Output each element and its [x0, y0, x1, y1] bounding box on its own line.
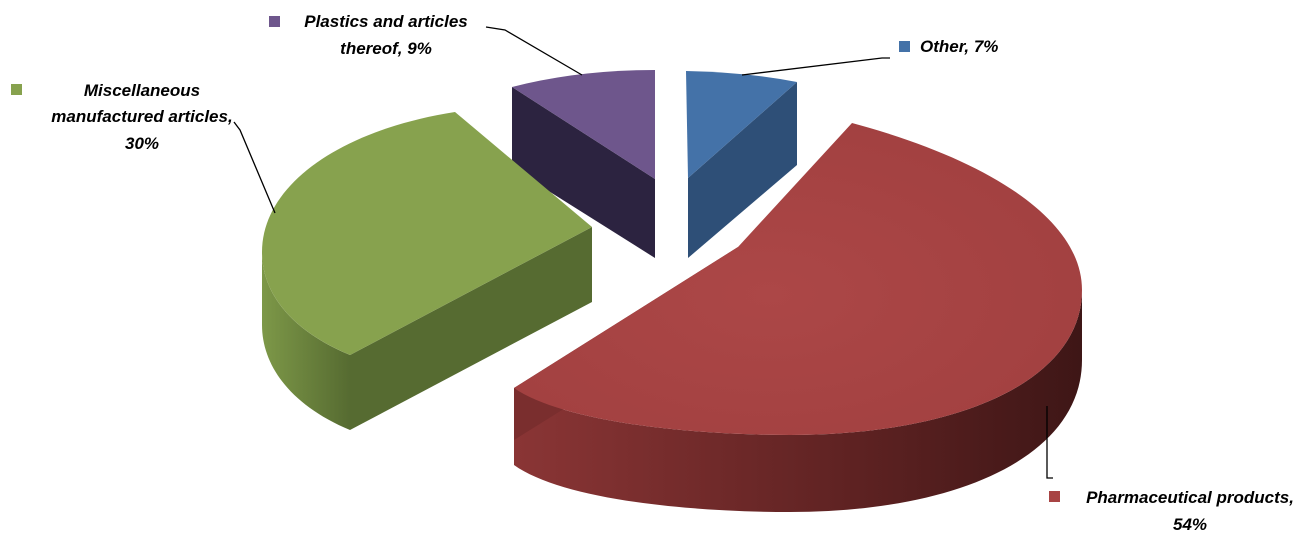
data-label-misc-line1: Miscellaneous: [84, 81, 200, 100]
data-label-plastics: Plastics and articles thereof, 9%: [269, 12, 468, 58]
data-label-pharma: Pharmaceutical products, 54%: [1049, 488, 1294, 534]
legend-swatch-pharma: [1049, 491, 1060, 502]
leader-line-misc: [233, 121, 276, 214]
data-label-misc-line3: 30%: [125, 134, 159, 153]
pie-slice-misc-side-inner: [350, 227, 592, 430]
leader-line-pharma: [1046, 406, 1053, 479]
data-label-pharma-line2: 54%: [1173, 515, 1207, 534]
data-label-other: Other, 7%: [899, 37, 998, 56]
leader-line-other: [741, 57, 890, 76]
data-label-misc: Miscellaneous manufactured articles, 30%: [11, 81, 233, 153]
legend-swatch-plastics: [269, 16, 280, 27]
pie-slice-pharma-side-front: [514, 290, 1082, 512]
pie-slice-plastics: [512, 70, 655, 258]
data-label-other-line1: Other, 7%: [920, 37, 998, 56]
pie-slice-plastics-side: [512, 87, 655, 258]
pie-slice-plastics-top: [512, 70, 655, 179]
pie-slice-misc-top: [262, 112, 592, 355]
leader-line-plastics: [485, 26, 583, 76]
pie-slice-other-top: [686, 71, 797, 178]
pie-slice-pharma-top: [514, 123, 1082, 435]
data-label-pharma-line1: Pharmaceutical products,: [1086, 488, 1294, 507]
data-label-plastics-line2: thereof, 9%: [340, 39, 432, 58]
legend-swatch-other: [899, 41, 910, 52]
pie-slice-misc: [262, 112, 592, 430]
data-label-plastics-line1: Plastics and articles: [304, 12, 467, 31]
pie-slice-misc-side-outer: [262, 252, 350, 430]
data-label-misc-line2: manufactured articles,: [51, 107, 232, 126]
legend-swatch-misc: [11, 84, 22, 95]
pie-slice-other: [686, 71, 797, 258]
pie-slice-other-side: [688, 82, 797, 258]
pie-slice-pharma: [514, 123, 1082, 512]
